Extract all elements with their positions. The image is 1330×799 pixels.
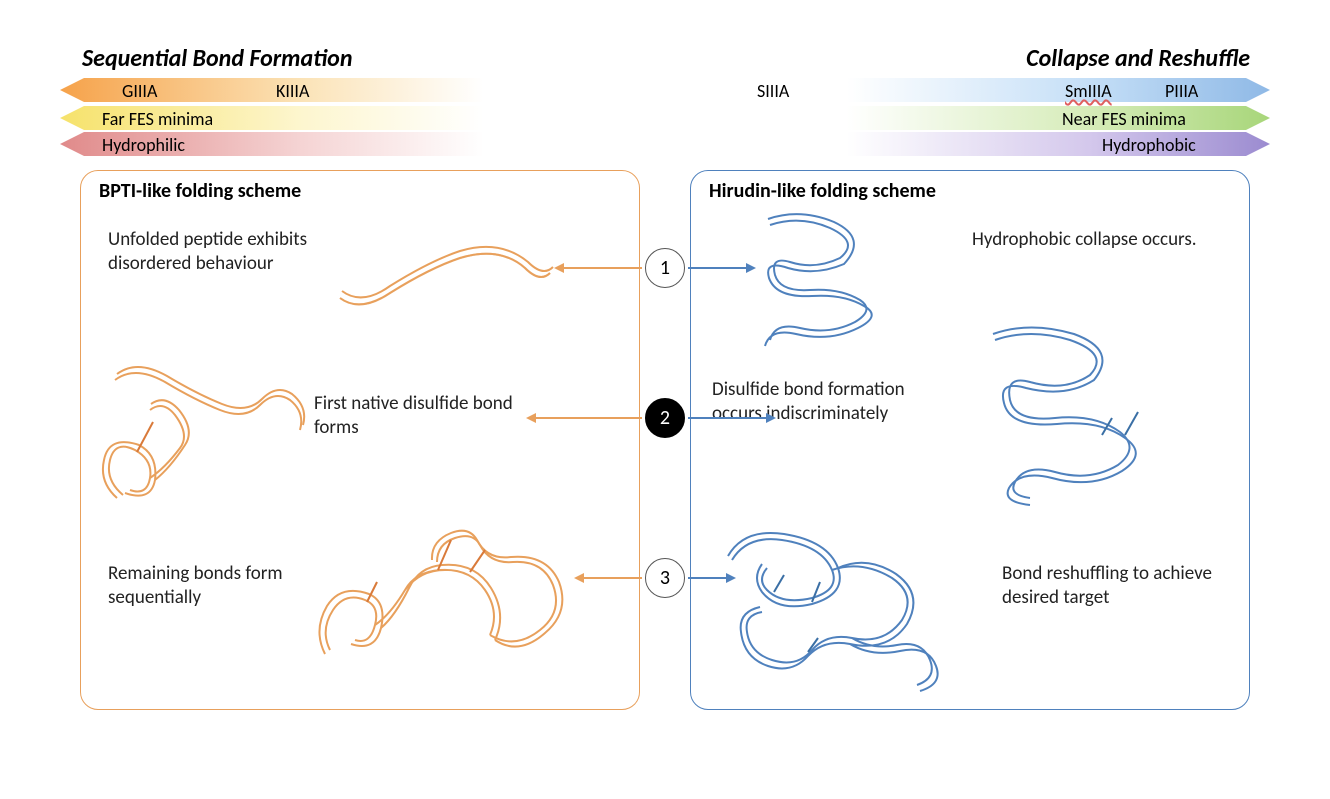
hirudin-peptide-2 <box>960 320 1220 510</box>
bpti-step3-text: Remaining bonds form sequentially <box>108 562 308 610</box>
band2-label-left: Far FES minima <box>102 108 213 130</box>
bpti-peptide-1 <box>330 218 560 328</box>
bpti-title: BPTI-like folding scheme <box>99 179 301 203</box>
band1-label-kiiia: KIIIA <box>276 80 309 102</box>
band1-label-piiia: PIIIA <box>1165 80 1198 102</box>
connector-3-right <box>688 577 728 579</box>
band3-label-right: Hydrophobic <box>1102 134 1196 156</box>
hirudin-step1-text: Hydrophobic collapse occurs. <box>972 228 1222 252</box>
band2-label-right: Near FES minima <box>1062 108 1186 130</box>
bpti-step1-text: Unfolded peptide exhibits disordered beh… <box>108 228 328 276</box>
step-circle-2: 2 <box>645 398 685 438</box>
connector-3-left <box>582 577 642 579</box>
band1-label-smiiia: SmIIIA <box>1065 80 1112 102</box>
hirudin-peptide-1 <box>740 210 940 360</box>
title-right: Collapse and Reshuffle <box>1026 44 1250 73</box>
connector-1-left <box>562 267 642 269</box>
bpti-step2-text: First native disulfide bond forms <box>314 392 514 440</box>
band3-label-left: Hydrophilic <box>102 134 185 156</box>
hirudin-title: Hirudin-like folding scheme <box>709 179 936 203</box>
connector-2-right <box>688 417 768 419</box>
connector-1-right <box>688 267 748 269</box>
hirudin-step3-text: Bond reshuffling to achieve desired targ… <box>1002 562 1232 610</box>
title-left: Sequential Bond Formation <box>82 44 353 73</box>
band1-label-giiia: GIIIA <box>122 80 157 102</box>
bpti-peptide-3 <box>315 520 575 690</box>
band1-label-siiia: SIIIA <box>757 80 789 102</box>
step-circle-3: 3 <box>645 558 685 598</box>
hirudin-peptide-3 <box>712 520 972 700</box>
bpti-peptide-2 <box>95 360 315 520</box>
band-3 <box>60 132 1270 156</box>
connector-2-left <box>534 417 642 419</box>
step-circle-1: 1 <box>645 248 685 288</box>
